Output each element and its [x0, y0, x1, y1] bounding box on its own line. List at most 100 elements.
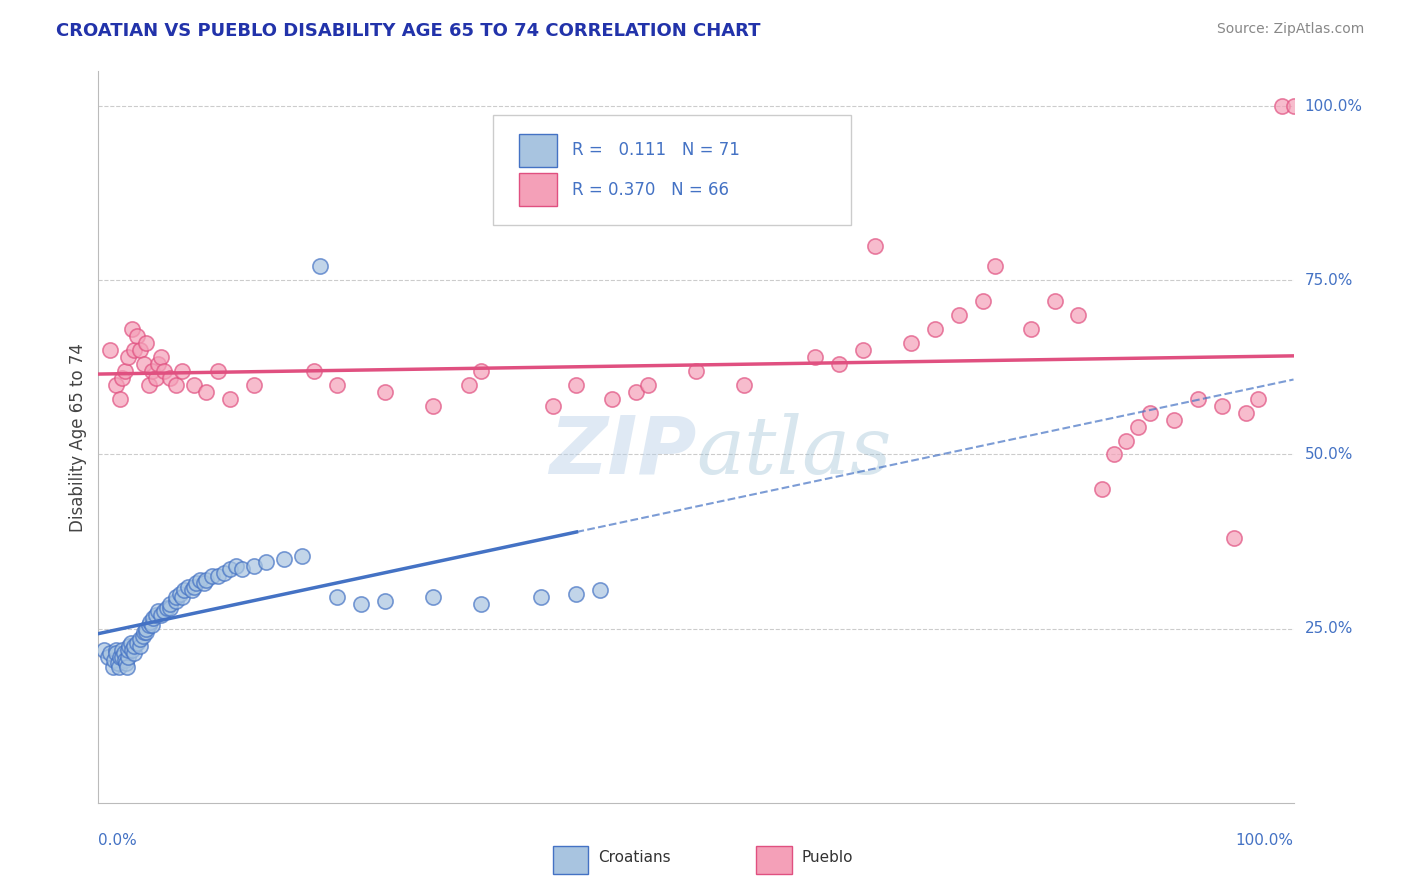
Text: 100.0%: 100.0% — [1236, 833, 1294, 848]
Point — [195, 573, 218, 587]
Point — [626, 384, 648, 399]
Point — [125, 329, 148, 343]
Point — [541, 399, 564, 413]
Point — [117, 649, 139, 664]
Point — [173, 583, 195, 598]
Point — [118, 639, 141, 653]
Point — [97, 649, 120, 664]
Point — [125, 635, 148, 649]
Point — [169, 587, 191, 601]
Point — [1091, 483, 1114, 497]
Point — [129, 639, 152, 653]
Point — [231, 562, 253, 576]
Point — [350, 597, 373, 611]
Point — [865, 238, 887, 252]
Point — [139, 615, 162, 629]
Point — [103, 653, 125, 667]
Point — [254, 556, 277, 570]
Point — [98, 646, 122, 660]
Point — [153, 604, 176, 618]
FancyBboxPatch shape — [553, 846, 589, 874]
Point — [219, 562, 242, 576]
Text: Croatians: Croatians — [598, 850, 671, 865]
Point — [589, 583, 612, 598]
Point — [115, 657, 138, 671]
Point — [105, 646, 128, 660]
Point — [1067, 308, 1090, 322]
Point — [114, 364, 136, 378]
Point — [1163, 412, 1185, 426]
Text: atlas: atlas — [696, 413, 891, 491]
Point — [165, 377, 187, 392]
Point — [107, 660, 129, 674]
Point — [138, 377, 160, 392]
Point — [201, 569, 224, 583]
Point — [180, 583, 202, 598]
Point — [804, 350, 827, 364]
Point — [273, 552, 295, 566]
Point — [132, 357, 155, 371]
Point — [159, 371, 181, 385]
Point — [111, 371, 134, 385]
Point — [1223, 531, 1246, 545]
Point — [1282, 99, 1305, 113]
Point — [470, 364, 492, 378]
Point — [733, 377, 755, 392]
Point — [243, 558, 266, 573]
Point — [149, 607, 172, 622]
Point — [165, 591, 187, 605]
Y-axis label: Disability Age 65 to 74: Disability Age 65 to 74 — [69, 343, 87, 532]
Point — [131, 629, 153, 643]
Point — [124, 639, 146, 653]
Point — [172, 364, 194, 378]
Point — [108, 392, 131, 406]
Text: 0.0%: 0.0% — [98, 833, 138, 848]
Point — [422, 399, 444, 413]
Point — [132, 625, 155, 640]
Point — [148, 604, 170, 618]
Point — [852, 343, 875, 357]
Point — [1187, 392, 1209, 406]
Point — [105, 377, 128, 392]
Point — [105, 642, 128, 657]
FancyBboxPatch shape — [519, 173, 557, 206]
Point — [153, 364, 176, 378]
Point — [530, 591, 553, 605]
Text: CROATIAN VS PUEBLO DISABILITY AGE 65 TO 74 CORRELATION CHART: CROATIAN VS PUEBLO DISABILITY AGE 65 TO … — [56, 22, 761, 40]
Point — [219, 392, 242, 406]
Point — [121, 642, 143, 657]
Text: R =   0.111   N = 71: R = 0.111 N = 71 — [572, 141, 740, 160]
Text: 100.0%: 100.0% — [1305, 99, 1362, 113]
Point — [129, 632, 152, 646]
Text: Pueblo: Pueblo — [801, 850, 852, 865]
Point — [111, 642, 134, 657]
Point — [117, 642, 139, 657]
Point — [291, 549, 314, 563]
Point — [188, 573, 211, 587]
Point — [155, 600, 177, 615]
Point — [145, 607, 167, 622]
Point — [212, 566, 235, 580]
Point — [1271, 99, 1294, 113]
Point — [207, 569, 229, 583]
Point — [124, 646, 146, 660]
Point — [302, 364, 325, 378]
Point — [117, 350, 139, 364]
Point — [129, 343, 152, 357]
Point — [1019, 322, 1042, 336]
Point — [1115, 434, 1137, 448]
Point — [120, 635, 142, 649]
Point — [98, 343, 122, 357]
Point — [1128, 419, 1150, 434]
Point — [1139, 406, 1161, 420]
Point — [207, 364, 229, 378]
Point — [141, 364, 163, 378]
Text: 25.0%: 25.0% — [1305, 621, 1353, 636]
Point — [984, 260, 1007, 274]
Point — [637, 377, 659, 392]
Point — [1234, 406, 1257, 420]
Point — [243, 377, 266, 392]
Point — [186, 576, 208, 591]
Point — [107, 657, 129, 671]
Point — [93, 642, 115, 657]
